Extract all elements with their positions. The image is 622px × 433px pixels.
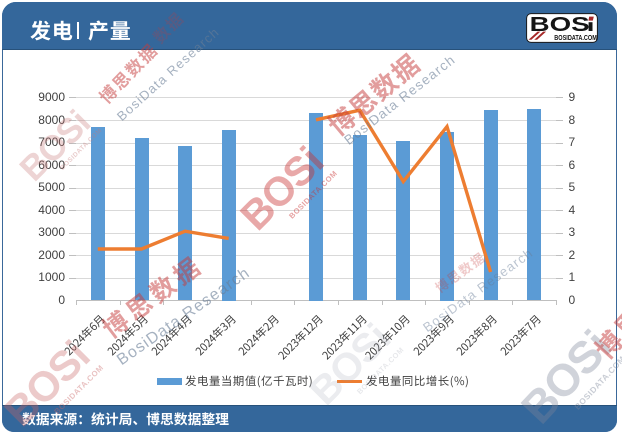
svg-text:BOS: BOS xyxy=(530,14,590,36)
svg-text:BOSIDATA.COM: BOSIDATA.COM xyxy=(554,35,597,42)
